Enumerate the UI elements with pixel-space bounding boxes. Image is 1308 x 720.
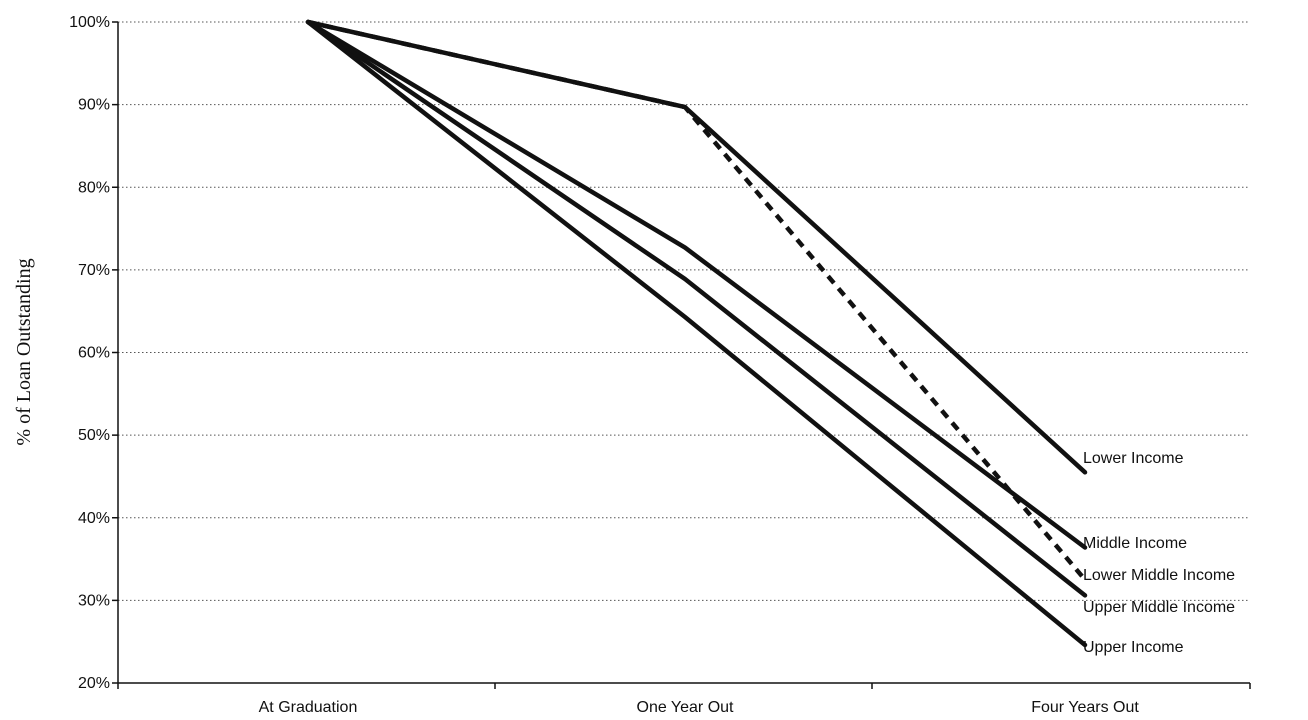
series-labels: Lower Income Middle Income Lower Middle In… [1083,450,1235,656]
series-line [305,19,1088,648]
series-label: Middle Income [1083,535,1187,552]
axis-layer [112,21,1251,689]
y-tick-label: 60% [78,345,110,362]
x-tick-label: One Year Out [637,699,735,716]
y-tick-label: 20% [78,675,110,692]
y-axis-label: % of Loan Outstanding [13,258,35,445]
series-line [305,19,1088,550]
series-label: Lower Income [1083,450,1184,467]
y-tick-label: 70% [78,262,110,279]
y-tick-label: 90% [78,97,110,114]
y-tick-label: 40% [78,510,110,527]
y-tick-label: 100% [69,14,110,31]
y-tick-label: 80% [78,179,110,196]
y-tick-label: 50% [78,427,110,444]
series-label: Lower Middle Income [1083,567,1235,584]
series-line [307,19,1087,582]
x-tick-labels: At Graduation One Year Out Four Years Out [259,699,1140,716]
series-label: Upper Income [1083,639,1184,656]
y-tick-labels: 100% 90% 80% 70% 60% 50% 40% 30% 20% [69,14,110,692]
y-tick-label: 30% [78,592,110,609]
series-line [305,19,1088,598]
x-tick-label: Four Years Out [1031,699,1139,716]
series-label: Upper Middle Income [1083,599,1235,616]
series-lines [305,19,1088,648]
x-tick-label: At Graduation [259,699,358,716]
